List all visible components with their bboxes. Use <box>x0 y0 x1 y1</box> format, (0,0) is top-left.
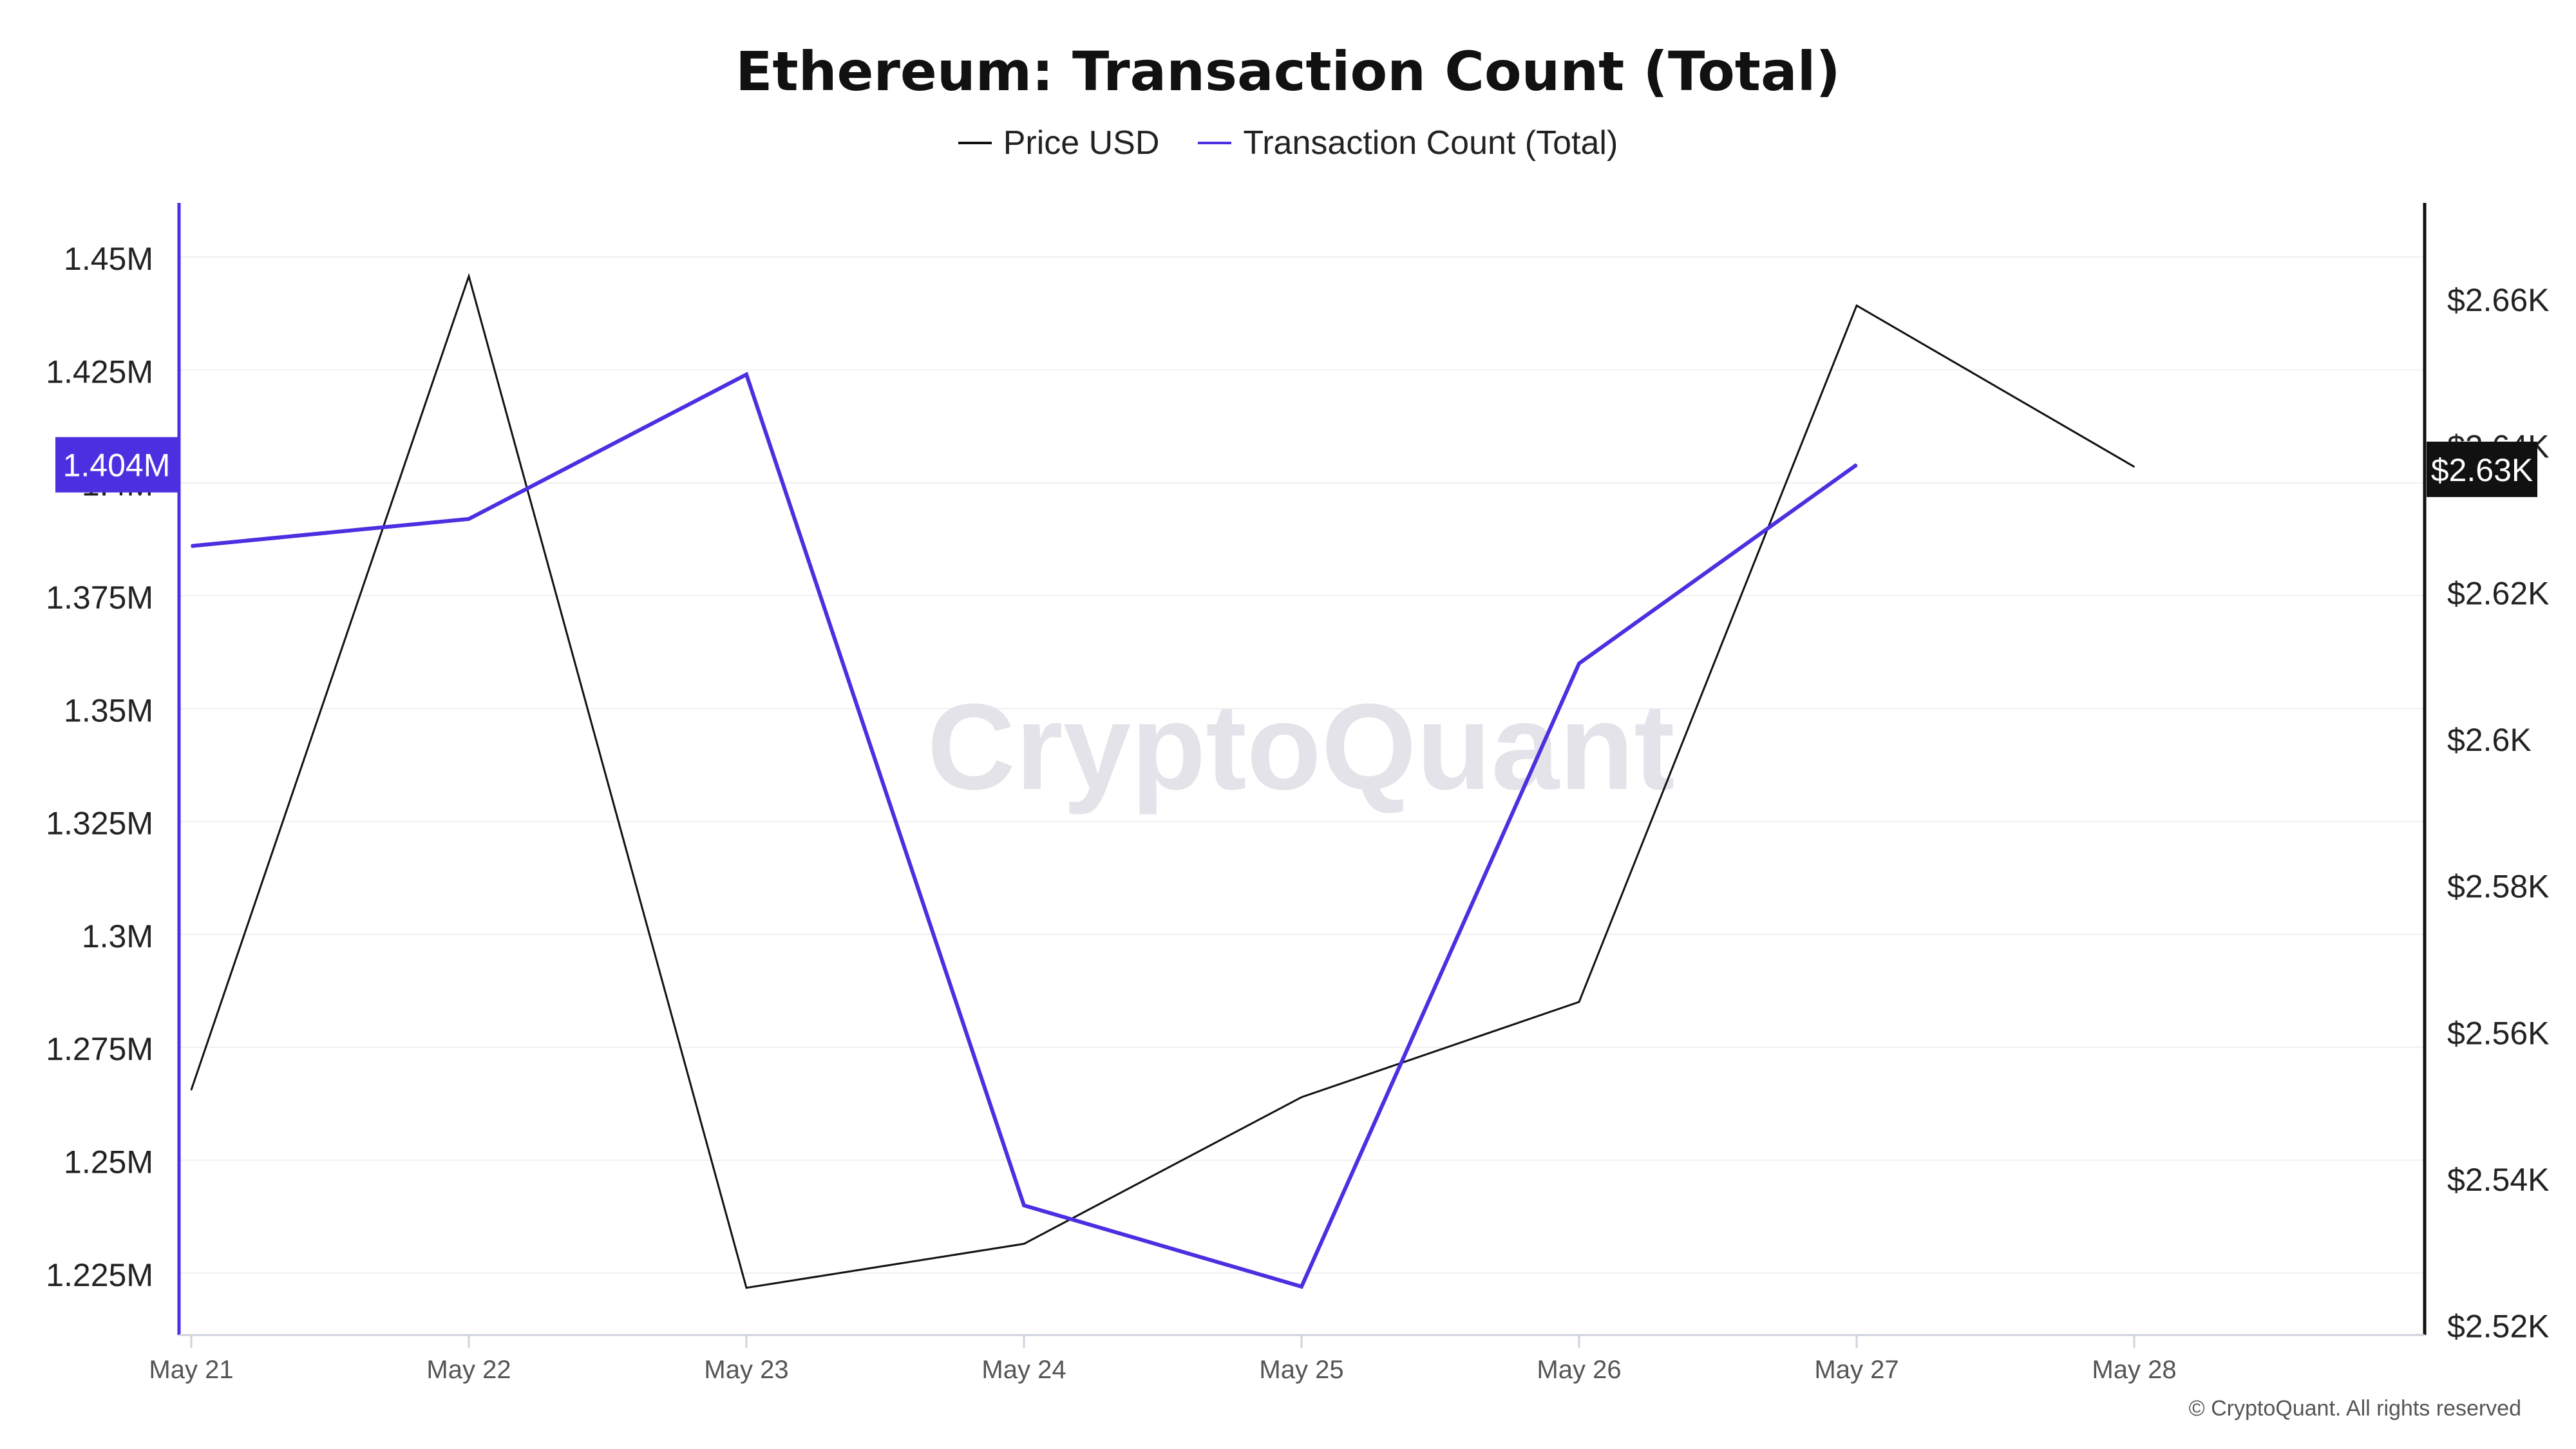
transaction-count-point <box>1856 464 1857 466</box>
transaction-count-point <box>1301 1285 1302 1287</box>
copyright-footer: © CryptoQuant. All rights reserved <box>2188 1396 2521 1421</box>
y-left-tick-label: 1.275M <box>46 1031 153 1067</box>
legend-label-price: Price USD <box>1003 124 1160 162</box>
legend-swatch-price <box>958 142 992 144</box>
last-value-badge-right <box>2427 441 2537 497</box>
x-tick-label: May 23 <box>704 1356 788 1384</box>
y-left-tick-label: 1.225M <box>46 1257 153 1293</box>
price-point <box>1301 1096 1302 1098</box>
y-right-tick-label: $2.54K <box>2447 1162 2549 1198</box>
last-value-badge-right-text: $2.63K <box>2431 452 2533 488</box>
y-left-tick-label: 1.375M <box>46 580 153 616</box>
x-tick-label: May 22 <box>426 1356 511 1384</box>
legend-item-transaction-count[interactable]: Transaction Count (Total) <box>1198 124 1618 162</box>
transaction-count-point <box>1023 1204 1025 1206</box>
transaction-count-point <box>1578 663 1580 665</box>
transaction-count-point <box>746 374 747 375</box>
y-right-tick-label: $2.6K <box>2447 722 2532 758</box>
x-tick-label: May 25 <box>1259 1356 1343 1384</box>
price-point <box>468 275 469 277</box>
watermark: CryptoQuant <box>927 679 1674 815</box>
last-value-badge-left <box>55 437 178 493</box>
y-left-tick-label: 1.3M <box>82 918 153 954</box>
chart-legend: Price USD Transaction Count (Total) <box>0 124 2576 162</box>
y-right-tick-label: $2.62K <box>2447 575 2549 611</box>
transaction-count-line <box>191 372 1858 1289</box>
y-right-tick-label: $2.58K <box>2447 869 2549 905</box>
price-point <box>746 1287 747 1289</box>
transaction-count-point <box>191 545 192 547</box>
legend-swatch-transaction-count <box>1198 142 1232 144</box>
price-point <box>191 1089 192 1091</box>
y-left-tick-label: 1.425M <box>46 354 153 390</box>
x-tick-label: May 21 <box>149 1356 233 1384</box>
y-left-tick-label: 1.35M <box>64 692 153 728</box>
y-right-tick-label: $2.56K <box>2447 1015 2549 1051</box>
price-point <box>1023 1243 1025 1245</box>
price-line <box>190 272 2135 1289</box>
y-left-tick-label: 1.25M <box>64 1144 153 1180</box>
x-tick-label: May 27 <box>1814 1356 1899 1384</box>
y-left-tick-label: 1.325M <box>46 806 153 842</box>
x-tick-label: May 26 <box>1537 1356 1621 1384</box>
chart-title: Ethereum: Transaction Count (Total) <box>735 40 1841 103</box>
legend-label-transaction-count: Transaction Count (Total) <box>1243 124 1618 162</box>
last-value-badge-left-text: 1.404M <box>63 448 171 484</box>
price-point <box>1856 305 1857 307</box>
legend-item-price[interactable]: Price USD <box>958 124 1160 162</box>
price-point <box>2134 466 2135 468</box>
price-point <box>1578 1001 1580 1003</box>
y-right-tick-label: $2.66K <box>2447 282 2549 318</box>
x-tick-label: May 28 <box>2092 1356 2176 1384</box>
y-right-tick-label: $2.52K <box>2447 1309 2549 1345</box>
y-left-tick-label: 1.45M <box>64 241 153 277</box>
transaction-count-point <box>468 518 469 520</box>
x-tick-label: May 24 <box>981 1356 1066 1384</box>
